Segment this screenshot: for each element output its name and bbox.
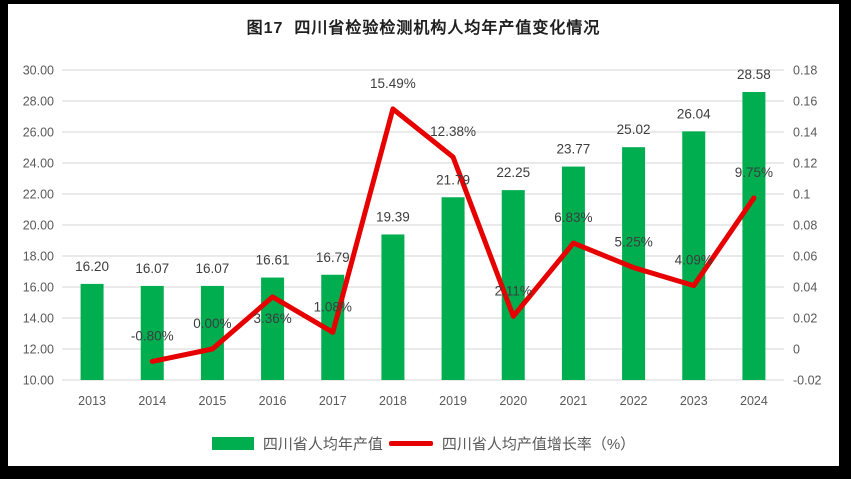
line-value-label: 9.75% xyxy=(735,165,773,180)
line-value-label: 1.08% xyxy=(314,299,352,314)
bar-value-label: 22.25 xyxy=(496,165,530,180)
right-axis-tick: 0.1 xyxy=(793,188,810,202)
legend-bar-swatch xyxy=(211,437,254,450)
bar-value-label: 19.39 xyxy=(376,209,410,224)
chart-legend: 四川省人均年产值 四川省人均产值增长率（%） xyxy=(8,433,839,454)
right-axis-tick: 0.06 xyxy=(793,250,817,264)
right-axis-tick: 0.08 xyxy=(793,219,817,233)
line-value-label: 2.11% xyxy=(495,283,532,298)
bar-2014 xyxy=(140,285,164,380)
line-value-label: 15.49% xyxy=(370,76,416,91)
right-axis-tick: -0.02 xyxy=(793,374,822,388)
x-axis-label-2021: 2021 xyxy=(560,394,588,408)
bar-value-label: 16.07 xyxy=(135,261,169,276)
left-axis-tick: 14.00 xyxy=(23,312,54,326)
x-axis-label-2015: 2015 xyxy=(199,394,227,408)
bar-2019 xyxy=(441,197,465,380)
bar-2018 xyxy=(381,234,405,380)
combo-chart-plot: 30.00 0.18 28.00 0.16 26.00 0.14 24.00 0.12 22.0… xyxy=(23,64,822,409)
x-axis-label-2017: 2017 xyxy=(319,394,347,408)
x-axis-label-2019: 2019 xyxy=(439,394,467,408)
right-axis-tick: 0.12 xyxy=(793,157,817,171)
x-axis-label-2023: 2023 xyxy=(680,394,708,408)
right-axis-tick: 0.02 xyxy=(793,312,817,326)
left-axis-tick: 20.00 xyxy=(23,219,54,233)
right-axis-tick: 0.18 xyxy=(793,64,817,78)
right-axis-tick: 0.14 xyxy=(793,126,817,140)
line-value-label: 3.36% xyxy=(253,311,291,326)
legend-line-swatch xyxy=(388,441,433,446)
bar-value-label: 23.77 xyxy=(557,142,591,157)
bar-value-label: 16.07 xyxy=(196,261,230,276)
left-axis-tick: 24.00 xyxy=(23,157,54,171)
bar-2024 xyxy=(742,92,766,380)
bar-value-label: 21.79 xyxy=(436,172,470,187)
growth-rate-line xyxy=(149,106,757,364)
left-axis-tick: 18.00 xyxy=(23,250,54,264)
legend-bar-label: 四川省人均年产值 xyxy=(262,436,383,453)
x-axis-label-2018: 2018 xyxy=(379,394,407,408)
line-value-label: 0.00% xyxy=(193,316,231,331)
bar-value-label: 28.58 xyxy=(737,67,771,82)
x-axis-label-2014: 2014 xyxy=(138,394,166,408)
left-axis-tick: 28.00 xyxy=(23,95,54,109)
bar-value-label: 26.04 xyxy=(677,106,711,121)
x-axis-label-2024: 2024 xyxy=(740,394,768,408)
line-value-label: 4.09% xyxy=(675,253,713,268)
line-value-label: 5.25% xyxy=(614,235,652,250)
bar-2021 xyxy=(561,166,585,380)
x-axis-label-2020: 2020 xyxy=(499,394,527,408)
bar-value-label: 16.20 xyxy=(75,259,109,274)
left-axis-tick: 30.00 xyxy=(23,64,54,78)
bar-value-label: 16.79 xyxy=(316,250,350,265)
left-axis-tick: 12.00 xyxy=(23,343,54,357)
left-axis-tick: 26.00 xyxy=(23,126,54,140)
bar-value-label: 25.02 xyxy=(617,122,651,137)
left-axis-tick: 22.00 xyxy=(23,188,54,202)
line-value-label: 12.38% xyxy=(430,124,476,139)
chart-title: 图17 四川省检验检测机构人均年产值变化情况 xyxy=(246,20,601,37)
x-axis-label-2013: 2013 xyxy=(78,394,106,408)
right-axis-tick: 0.04 xyxy=(793,281,817,295)
bar-2022 xyxy=(622,147,646,380)
bar-2013 xyxy=(80,283,104,380)
bar-2016 xyxy=(261,277,285,380)
legend-item-line-series: 四川省人均产值增长率（%） xyxy=(388,433,636,454)
left-axis-tick: 16.00 xyxy=(23,281,54,295)
legend-line-label: 四川省人均产值增长率（%） xyxy=(441,436,636,453)
right-axis-tick: 0 xyxy=(793,343,800,357)
bar-value-label: 16.61 xyxy=(256,253,290,268)
bar-2023 xyxy=(682,131,706,380)
line-value-label: 6.83% xyxy=(554,210,592,225)
chart-canvas: 图17 四川省检验检测机构人均年产值变化情况 30.00 0.18 28.00 0.1… xyxy=(8,4,839,466)
line-value-label: -0.80% xyxy=(131,328,174,343)
bar-2020 xyxy=(501,190,525,380)
x-axis-label-2022: 2022 xyxy=(620,394,648,408)
bar-2015 xyxy=(200,285,224,380)
legend-item-bar-series: 四川省人均年产值 xyxy=(211,433,383,454)
left-axis-tick: 10.00 xyxy=(23,374,54,388)
right-axis-tick: 0.16 xyxy=(793,95,817,109)
x-axis-label-2016: 2016 xyxy=(259,394,287,408)
